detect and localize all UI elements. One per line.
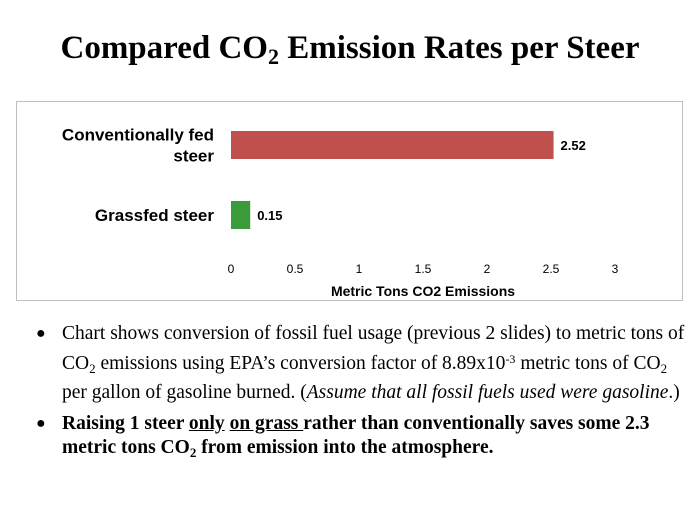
slide-title: Compared CO2 Emission Rates per Steer — [0, 30, 700, 70]
underlined-text: only — [188, 412, 225, 434]
data-label: 2.52 — [561, 138, 586, 153]
x-axis-title: Metric Tons CO2 Emissions — [331, 283, 515, 299]
x-tick-label: 0.5 — [287, 262, 304, 276]
subscript: 2 — [89, 360, 96, 376]
title-text-pre: Compared CO — [60, 30, 268, 66]
data-label: 0.15 — [257, 208, 282, 223]
bullet-list: ● Chart shows conversion of fossil fuel … — [36, 322, 686, 472]
bullet-text: rather than conventionally saves some 2.… — [62, 412, 650, 459]
underlined-text: on grass — [229, 412, 304, 434]
subscript: 2 — [189, 445, 197, 460]
x-tick-label: 2 — [484, 262, 491, 276]
bullet-text: .) — [668, 382, 680, 403]
bullet-item-savings: ● Raising 1 steer only on grass rather t… — [36, 412, 686, 466]
bullet-dot-icon: ● — [36, 414, 46, 432]
superscript: -3 — [505, 351, 516, 366]
category-label-line: Grassfed steer — [95, 206, 214, 225]
bullet-text: emissions using EPA’s conversion factor … — [95, 352, 506, 374]
x-tick-label: 0 — [228, 262, 235, 276]
bullet-text: from emission into the atmosphere. — [196, 437, 494, 458]
x-tick-label: 2.5 — [543, 262, 560, 276]
bullet-text: per gallon of gasoline burned. ( — [62, 382, 307, 403]
title-text-post: Emission Rates per Steer — [278, 30, 640, 66]
category-label: Conventionally fed steer — [62, 126, 214, 166]
chart-frame: 2.52 Conventionally fed steer 0.15 Grassfed … — [16, 101, 683, 301]
bar-grassfed — [231, 201, 251, 229]
bullet-text: Raising 1 steer — [62, 412, 189, 434]
bullet-text: Chart shows conversion of fossil fuel us… — [62, 323, 685, 374]
bullet-text: metric tons of CO — [515, 352, 661, 374]
category-label: Grassfed steer — [95, 206, 214, 225]
x-tick-label: 1.5 — [415, 262, 432, 276]
category-label-line: Conventionally fed — [62, 126, 214, 145]
bar-conventional — [231, 131, 554, 159]
x-tick-label: 3 — [612, 262, 619, 276]
italic-note: Assume that all fossil fuels used were g… — [306, 382, 669, 403]
x-tick-label: 1 — [356, 262, 363, 276]
bullet-item-chart-explanation: ● Chart shows conversion of fossil fuel … — [36, 322, 686, 406]
subscript: 2 — [660, 360, 668, 376]
category-label-line: steer — [173, 147, 214, 166]
title-subscript: 2 — [267, 44, 279, 69]
bullet-dot-icon: ● — [36, 325, 46, 342]
